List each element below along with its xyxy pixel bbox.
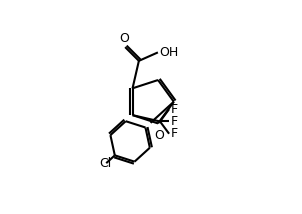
Text: F: F — [171, 127, 178, 140]
Text: O: O — [119, 32, 129, 45]
Text: F: F — [171, 115, 178, 128]
Text: F: F — [171, 103, 178, 116]
Text: OH: OH — [159, 46, 178, 59]
Text: Cl: Cl — [99, 157, 111, 170]
Text: O: O — [154, 129, 164, 142]
